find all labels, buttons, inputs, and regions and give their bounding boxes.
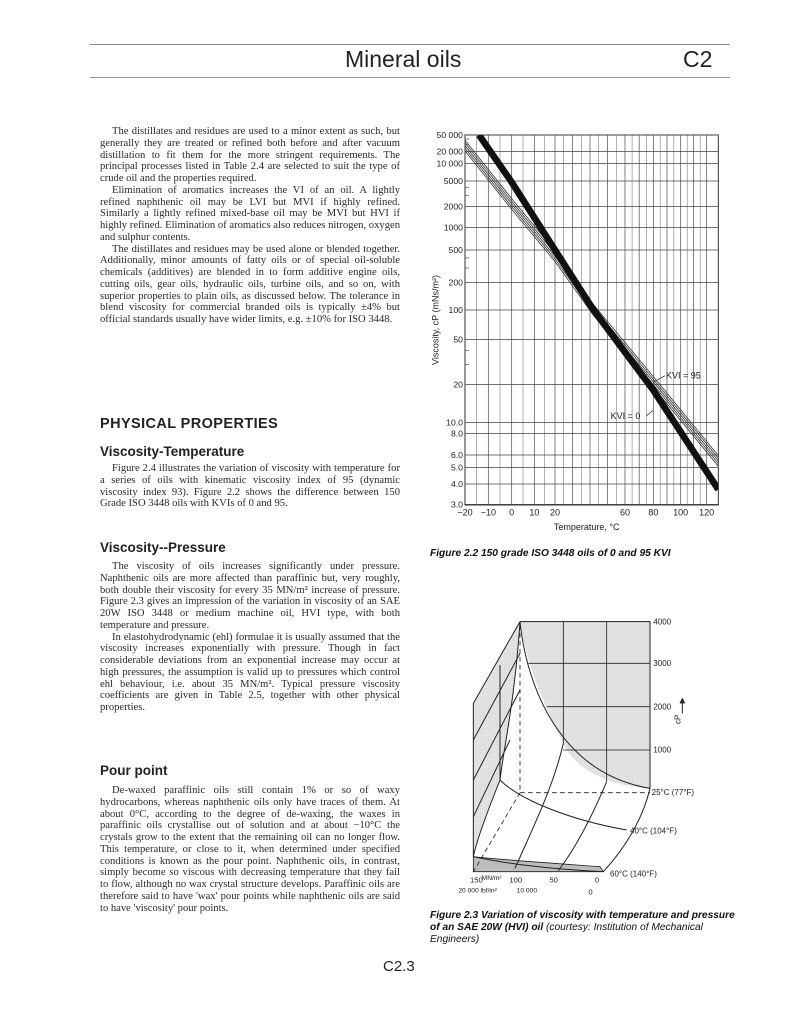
series-kvi-0-line	[476, 135, 719, 492]
pressure-labels: 150 MN/m² 100 50 0 20 000 lbf/in² 10 000…	[458, 875, 599, 897]
running-title: Mineral oils	[345, 46, 462, 72]
arrow-up-icon	[679, 697, 686, 714]
viscosity-temperature-text: Figure 2.4 illustrates the variation of …	[100, 463, 400, 510]
kvi0-label: KVI = 0	[611, 411, 641, 421]
svg-text:50: 50	[549, 876, 558, 885]
x-tick-label: 20	[550, 508, 560, 518]
x-tick-label: 80	[648, 508, 658, 518]
svg-text:100: 100	[509, 876, 522, 885]
svg-text:150: 150	[470, 876, 483, 885]
header-bottom-rule	[90, 77, 730, 78]
caption-title: Figure 2.3 Variation of viscosity with t…	[430, 910, 735, 933]
y-axis-label: Viscosity, cP (mNs/m²)	[430, 275, 440, 365]
section-code: C2	[683, 46, 713, 72]
y-tick-label: 10 000	[437, 158, 464, 168]
y-tick-label: 20	[453, 379, 463, 389]
x-tick-label: 0	[509, 508, 514, 518]
svg-text:1000: 1000	[653, 746, 671, 755]
x-tick-labels: −20 −10 0 10 20 60 80 100 120	[457, 508, 714, 518]
y-tick-label: 10.0	[446, 418, 463, 428]
x-tick-label: −10	[481, 508, 496, 518]
y-tick-label: 1000	[444, 223, 463, 233]
x-tick-label: 60	[620, 508, 630, 518]
back-grid	[528, 621, 650, 782]
viscosity-pressure-text: The viscosity of oils increases signific…	[100, 561, 400, 714]
paragraph: In elastohydrodynamic (ehl) formulae it …	[100, 631, 400, 714]
intro-text: The distillates and residues are used to…	[100, 126, 400, 326]
svg-text:3000: 3000	[653, 659, 671, 668]
x-tick-label: 100	[673, 508, 688, 518]
y-tick-label: 3.0	[451, 499, 463, 509]
svg-text:10 000: 10 000	[517, 888, 538, 895]
y-tick-label: 4.0	[451, 479, 463, 489]
subsection-heading: Viscosity-Temperature	[100, 444, 245, 459]
series-kvi-95-line	[465, 150, 719, 467]
surface-curves	[472, 621, 651, 873]
svg-text:20 000 lbf/in²: 20 000 lbf/in²	[458, 888, 497, 895]
pour-point-text: De-waxed paraffinic oils still contain 1…	[100, 785, 400, 914]
x-axis-label: Temperature, °C	[554, 522, 620, 532]
page-number: C2.3	[383, 958, 415, 975]
paragraph: Elimination of aromatics increases the V…	[100, 184, 400, 243]
y-tick-label: 50 000	[437, 130, 464, 140]
viscosity-ticks: 4000 3000 2000 1000	[653, 617, 671, 754]
svg-text:2000: 2000	[653, 702, 671, 711]
paragraph: The viscosity of oils increases signific…	[100, 561, 400, 631]
kvi95-leader	[653, 375, 666, 383]
y-tick-label: 6.0	[451, 450, 463, 460]
series-group	[465, 135, 719, 492]
y-tick-label: 20 000	[437, 147, 464, 157]
bottom-panel	[472, 856, 605, 873]
paragraph: De-waxed paraffinic oils still contain 1…	[100, 785, 400, 914]
chart-series	[465, 135, 719, 492]
caption-credit: (courtesy: Institution of Mechanical Eng…	[430, 922, 703, 945]
svg-text:0: 0	[588, 888, 592, 897]
back-panel	[520, 621, 650, 789]
subsection-heading: Viscosity--Pressure	[100, 540, 226, 555]
y-tick-label: 100	[449, 305, 464, 315]
y-tick-label: 500	[449, 245, 464, 255]
viscosity-unit: cP	[674, 715, 683, 724]
kvi95-label: KVI = 95	[666, 370, 701, 380]
x-tick-label: −20	[457, 508, 472, 518]
section-heading: PHYSICAL PROPERTIES	[100, 416, 279, 432]
y-tick-label: 5.0	[451, 462, 463, 472]
x-tick-label: 120	[699, 508, 714, 518]
subsection-heading: Pour point	[100, 763, 168, 778]
svg-text:40°C (104°F): 40°C (104°F)	[630, 826, 677, 835]
svg-text:4000: 4000	[653, 617, 671, 626]
paragraph: The distillates and residues are used to…	[100, 126, 400, 184]
paragraph: The distillates and residues may be used…	[100, 243, 400, 326]
kvi0-leader	[646, 409, 654, 416]
left-panel	[472, 621, 521, 857]
y-tick-label: 2000	[444, 202, 463, 212]
svg-text:MN/m²: MN/m²	[482, 875, 503, 882]
y-tick-label: 50	[453, 334, 463, 344]
y-tick-label: 8.0	[451, 428, 463, 438]
svg-text:0: 0	[595, 876, 599, 885]
y-tick-label: 200	[449, 277, 464, 287]
svg-text:60°C (140°F): 60°C (140°F)	[610, 870, 657, 879]
hidden-edges	[472, 625, 650, 872]
paragraph: Figure 2.4 illustrates the variation of …	[100, 463, 400, 510]
figure-2-2-caption: Figure 2.2 150 grade ISO 3448 oils of 0 …	[430, 548, 671, 559]
y-tick-label: 5000	[444, 176, 463, 186]
figure-2-3-caption: Figure 2.3 Variation of viscosity with t…	[430, 910, 740, 946]
header-top-rule	[90, 44, 730, 45]
svg-text:25°C (77°F): 25°C (77°F)	[652, 788, 695, 797]
temperature-labels: 25°C (77°F) 40°C (104°F) 60°C (140°F)	[610, 788, 694, 879]
x-tick-label: 10	[529, 508, 539, 518]
viscosity-pressure-temperature-diagram: 4000 3000 2000 1000 cP 25°C (77°F) 40°C …	[458, 617, 694, 897]
